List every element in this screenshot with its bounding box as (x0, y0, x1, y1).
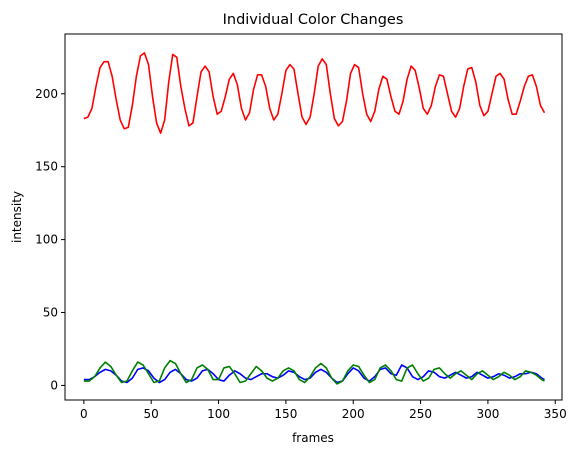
x-tick-label: 250 (409, 407, 432, 421)
y-axis-label: intensity (10, 191, 24, 243)
y-tick-label: 50 (43, 306, 58, 320)
x-tick-label: 350 (544, 407, 567, 421)
y-tick-label: 200 (35, 87, 58, 101)
y-tick-label: 100 (35, 233, 58, 247)
series-line-3 (83, 359, 545, 385)
x-tick-label: 300 (476, 407, 499, 421)
x-axis-label: frames (292, 431, 334, 445)
x-tick-label: 50 (144, 407, 159, 421)
plot-frame (64, 33, 563, 401)
x-tick-label: 150 (274, 407, 297, 421)
y-tick-label: 150 (35, 160, 58, 174)
plot-area (83, 52, 546, 385)
y-tick-label: 0 (50, 378, 58, 392)
x-tick-label: 100 (207, 407, 230, 421)
x-tick-label: 200 (342, 407, 365, 421)
series-line-1 (83, 52, 546, 134)
chart-title: Individual Color Changes (223, 12, 404, 28)
x-tick-label: 0 (80, 407, 88, 421)
